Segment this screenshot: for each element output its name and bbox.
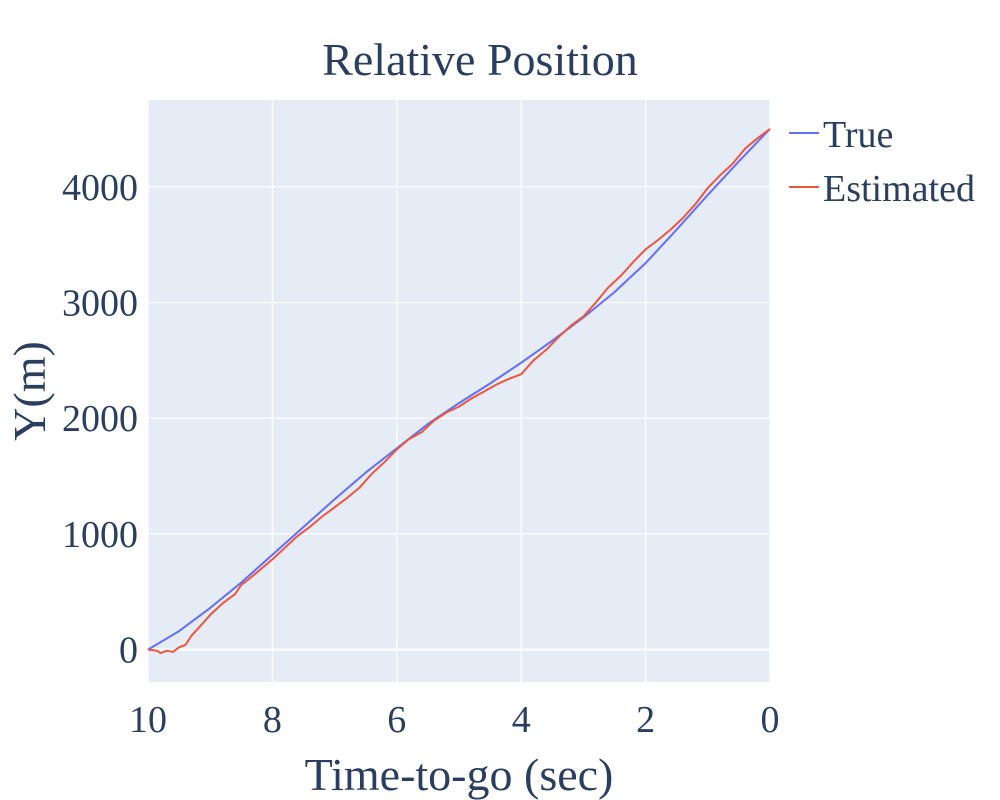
- grid-lines: [147, 100, 771, 682]
- x-tick-label: 10: [129, 699, 167, 741]
- chart-title: Relative Position: [322, 34, 638, 85]
- y-tick-label: 4000: [62, 167, 138, 209]
- series-line-true: [147, 128, 771, 651]
- legend-label: Estimated: [823, 168, 975, 210]
- x-tick-label: 4: [512, 699, 531, 741]
- y-tick-label: 2000: [62, 398, 138, 440]
- y-axis-ticks: 0 1000 2000 3000 4000: [62, 167, 138, 672]
- y-tick-label: 3000: [62, 282, 138, 324]
- series-line-estimated: [147, 128, 771, 655]
- x-axis-title: Time-to-go (sec): [305, 749, 614, 800]
- x-tick-label: 2: [636, 699, 655, 741]
- x-tick-label: 8: [263, 699, 282, 741]
- x-tick-label: 6: [387, 699, 406, 741]
- legend[interactable]: True Estimated: [789, 114, 975, 210]
- y-tick-label: 1000: [62, 514, 138, 556]
- series-layer: [147, 128, 771, 655]
- plot-area: [148, 100, 770, 682]
- legend-item-true[interactable]: True: [789, 114, 893, 156]
- y-tick-label: 0: [119, 630, 138, 672]
- legend-item-estimated[interactable]: Estimated: [789, 168, 975, 210]
- x-tick-label: 0: [761, 699, 780, 741]
- x-axis-ticks: 10 8 6 4 2 0: [129, 699, 780, 741]
- legend-label: True: [823, 114, 893, 156]
- y-axis-title: Y(m): [4, 341, 55, 441]
